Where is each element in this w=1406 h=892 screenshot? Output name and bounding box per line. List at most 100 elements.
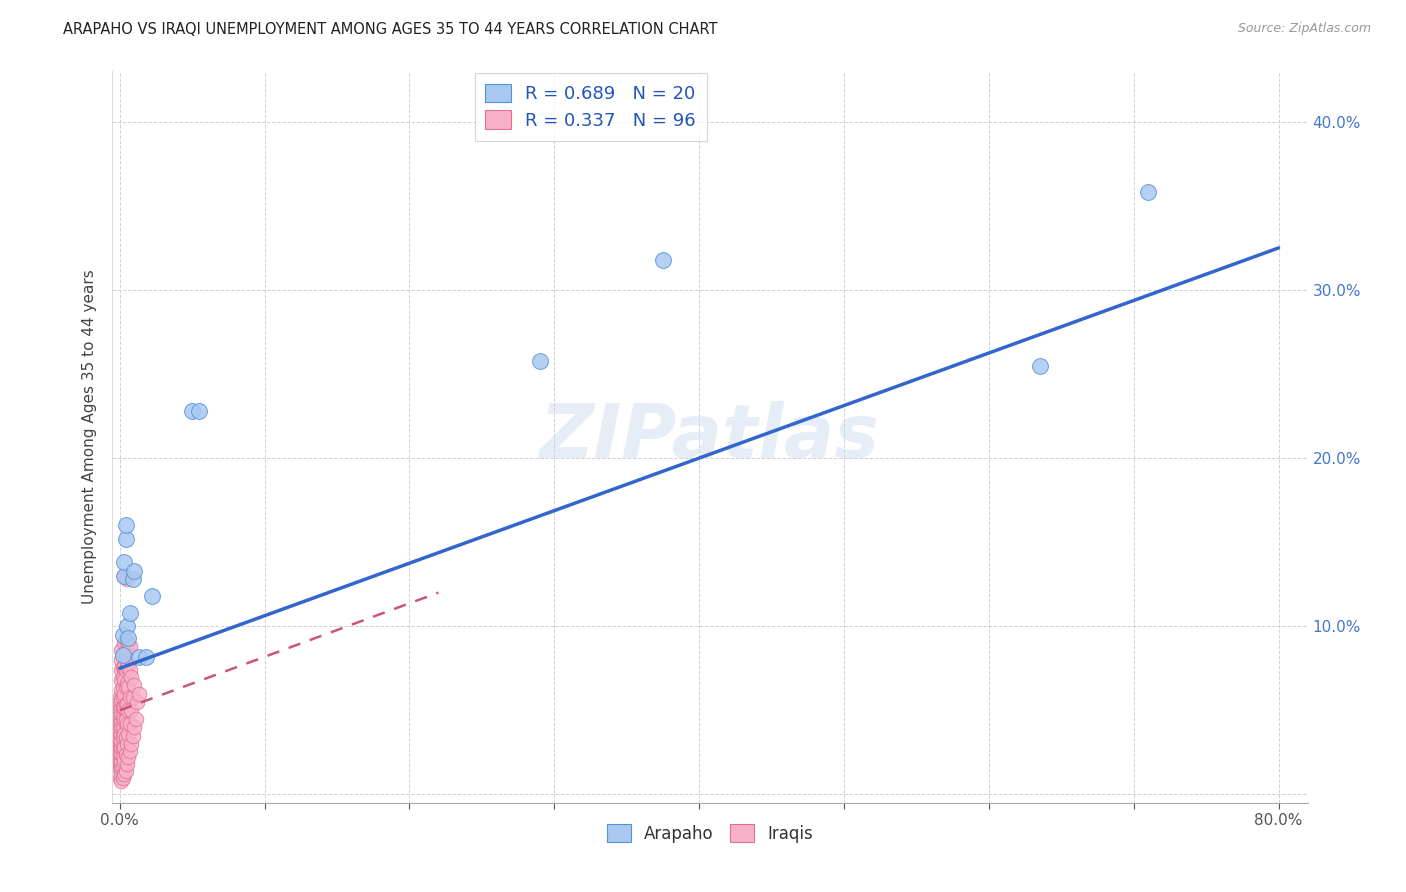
Point (112, 555, 135, 569)
Point (112, 740, 135, 755)
Point (110, 720, 132, 734)
Point (111, 730, 134, 744)
Point (112, 646, 135, 660)
Point (108, 710, 131, 724)
Text: ARAPAHO VS IRAQI UNEMPLOYMENT AMONG AGES 35 TO 44 YEARS CORRELATION CHART: ARAPAHO VS IRAQI UNEMPLOYMENT AMONG AGES… (63, 22, 718, 37)
Point (118, 690, 141, 704)
Point (111, 690, 134, 704)
Point (1137, 186, 1160, 200)
Point (127, 695, 149, 709)
Point (108, 727, 131, 741)
Point (110, 663, 132, 677)
Point (114, 764, 136, 778)
Point (121, 690, 143, 704)
Point (118, 606, 141, 620)
Point (111, 700, 134, 714)
Point (115, 572, 138, 586)
Point (114, 680, 136, 694)
Point (112, 569, 135, 583)
Point (1028, 359, 1050, 373)
Point (111, 680, 134, 694)
Point (112, 714, 135, 728)
Point (120, 670, 142, 684)
Text: ZIPatlas: ZIPatlas (540, 401, 880, 474)
Point (121, 729, 143, 743)
Point (108, 720, 131, 734)
Point (108, 757, 131, 772)
Point (114, 697, 136, 711)
Point (115, 659, 138, 673)
Point (108, 754, 131, 768)
Point (114, 632, 136, 647)
Point (110, 733, 132, 747)
Point (118, 744, 141, 758)
Point (110, 673, 132, 687)
Point (114, 532, 136, 546)
Point (117, 703, 139, 717)
Text: Source: ZipAtlas.com: Source: ZipAtlas.com (1237, 22, 1371, 36)
Legend: Arapaho, Iraqis: Arapaho, Iraqis (600, 818, 820, 849)
Point (108, 697, 131, 711)
Point (111, 659, 134, 673)
Point (114, 714, 136, 728)
Point (112, 659, 135, 673)
Point (112, 754, 135, 768)
Point (122, 720, 145, 734)
Point (114, 518, 136, 533)
Point (108, 703, 131, 717)
Point (111, 710, 134, 724)
Point (188, 404, 211, 418)
Point (108, 740, 131, 755)
Point (112, 569, 135, 583)
Point (128, 649, 150, 664)
Point (117, 750, 139, 764)
Point (122, 678, 145, 692)
Point (128, 686, 150, 700)
Point (117, 631, 139, 645)
Point (110, 642, 132, 657)
Point (111, 720, 134, 734)
Point (108, 737, 131, 751)
Point (114, 747, 136, 761)
Point (112, 636, 135, 650)
Point (108, 715, 131, 730)
Point (111, 750, 134, 764)
Point (115, 737, 138, 751)
Point (529, 353, 551, 368)
Y-axis label: Unemployment Among Ages 35 to 44 years: Unemployment Among Ages 35 to 44 years (82, 269, 97, 605)
Point (118, 716, 141, 731)
Point (181, 404, 204, 418)
Point (111, 740, 134, 755)
Point (110, 706, 132, 721)
Point (115, 642, 138, 657)
Point (124, 712, 146, 726)
Point (117, 680, 139, 694)
Point (110, 727, 132, 741)
Point (111, 627, 134, 641)
Point (135, 649, 157, 664)
Point (117, 657, 139, 671)
Point (110, 773, 132, 788)
Point (117, 636, 139, 650)
Point (108, 690, 131, 704)
Point (115, 676, 138, 690)
Point (112, 767, 135, 781)
Point (114, 663, 136, 677)
Point (121, 572, 143, 586)
Point (110, 760, 132, 774)
Point (110, 767, 132, 781)
Point (115, 697, 138, 711)
Point (115, 716, 138, 731)
Point (117, 727, 139, 741)
Point (652, 252, 675, 267)
Point (111, 670, 134, 684)
Point (122, 564, 145, 578)
Point (112, 673, 135, 687)
Point (110, 754, 132, 768)
Point (110, 693, 132, 707)
Point (110, 747, 132, 761)
Point (110, 700, 132, 714)
Point (110, 714, 132, 728)
Point (112, 686, 135, 700)
Point (108, 745, 131, 759)
